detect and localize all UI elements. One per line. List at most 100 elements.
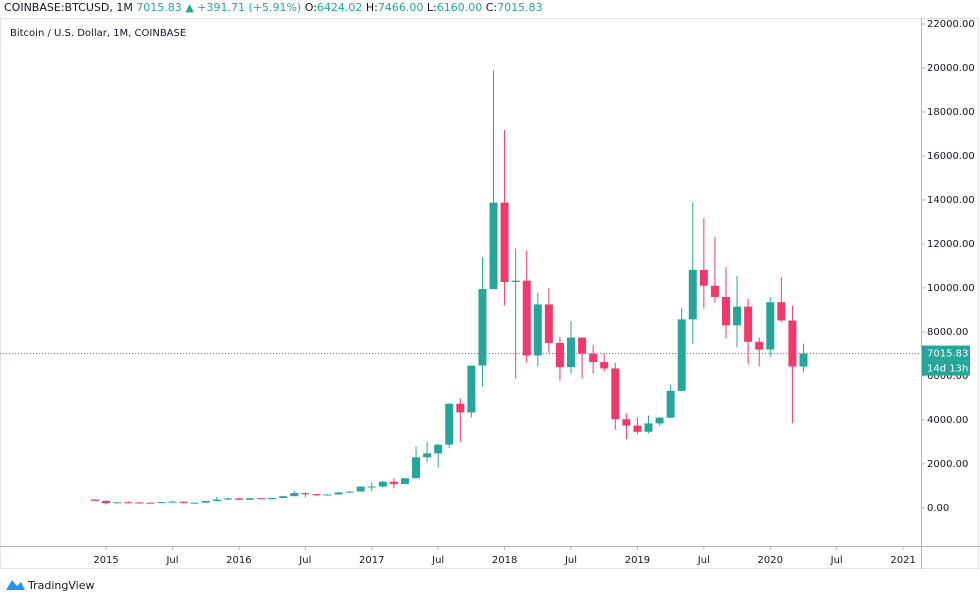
candle-body	[268, 498, 277, 500]
y-tick-label: 4000.00	[927, 415, 968, 426]
y-tick-label: 22000.00	[927, 19, 975, 30]
candle-body	[622, 419, 631, 426]
x-tick-label: 2016	[226, 555, 251, 566]
candle-body	[578, 337, 587, 354]
candle-body	[91, 499, 99, 501]
brand: TradingView	[27, 579, 94, 592]
candle-body	[456, 403, 465, 413]
candle-body	[245, 498, 254, 500]
x-tick-label: Jul	[165, 555, 178, 566]
candle-body	[688, 269, 697, 320]
candle-body	[522, 280, 531, 356]
candle-body	[301, 493, 310, 495]
candles	[91, 70, 808, 505]
candle-body	[445, 403, 454, 445]
candle-body	[788, 320, 797, 367]
x-tick-label: 2017	[359, 555, 384, 566]
candle-body	[389, 481, 398, 485]
value: 7015.83	[497, 1, 543, 14]
price-label-box	[922, 345, 970, 361]
value: 6160.00	[436, 1, 483, 14]
candle-body	[223, 498, 232, 500]
logo-icon	[6, 580, 25, 590]
last: 7015.83	[136, 1, 182, 14]
candle-body	[777, 302, 786, 321]
candle-body	[290, 493, 299, 497]
y-tick-label: 12000.00	[927, 239, 975, 250]
header: COINBASE:BTCUSD, 1M 7015.83 ▲ +391.71 (+…	[4, 0, 543, 16]
candle-body	[168, 501, 177, 503]
candle-body	[677, 319, 686, 391]
candle-body	[400, 478, 409, 485]
candle-body	[555, 342, 564, 368]
label: C:	[485, 1, 498, 14]
x-tick-label: 2019	[625, 555, 650, 566]
chart-title: Bitcoin / U.S. Dollar, 1M, COINBASE	[10, 28, 186, 39]
x-tick-label: Jul	[697, 555, 710, 566]
x-tick-label: 2015	[93, 555, 118, 566]
candle-body	[201, 500, 210, 503]
candle-body	[633, 425, 642, 432]
candle-body	[124, 502, 133, 504]
candle-body	[135, 502, 144, 504]
value: 7466.00	[377, 1, 424, 14]
candle-body	[279, 496, 288, 499]
candle-body	[356, 486, 365, 492]
candle-body	[412, 457, 421, 479]
price-label: 7015.83	[927, 349, 968, 360]
candle-body	[102, 500, 111, 504]
candle-body	[511, 280, 520, 282]
x-tick-label: Jul	[564, 555, 577, 566]
label: H:	[365, 1, 378, 14]
candle-body	[190, 502, 199, 504]
candle-body	[567, 337, 576, 368]
countdown-box	[922, 360, 970, 376]
candle-body	[544, 304, 553, 343]
label: O:	[304, 1, 317, 14]
x-tick-label: 2018	[492, 555, 517, 566]
x-tick-label: 2020	[758, 555, 783, 566]
y-tick-label: 0.00	[927, 503, 949, 514]
candle-body	[755, 341, 764, 350]
candle-body	[367, 486, 376, 488]
candle-body	[234, 498, 243, 500]
candle-body	[378, 481, 387, 487]
candle-body	[179, 501, 188, 503]
candle-body	[500, 202, 509, 282]
candle-body	[766, 302, 775, 350]
candle-body	[744, 306, 753, 342]
y-tick-label: 18000.00	[927, 107, 975, 118]
y-tick-label: 2000.00	[927, 459, 968, 470]
candle-body	[113, 502, 122, 504]
candle-body	[434, 444, 443, 454]
y-tick-label: 14000.00	[927, 195, 975, 206]
candle-body	[146, 502, 155, 504]
x-tick-label: Jul	[431, 555, 444, 566]
x-tick-label: 2021	[890, 555, 915, 566]
candle-body	[799, 353, 808, 367]
countdown: 14d 13h	[927, 364, 968, 375]
y-tick-label: 6000.00	[927, 371, 968, 382]
y-tick-label: 10000.00	[927, 283, 975, 294]
candle-body	[423, 453, 432, 458]
candle-body	[721, 296, 730, 326]
y-tick-label: 20000.00	[927, 63, 975, 74]
candle-body	[257, 498, 266, 500]
candle-body	[611, 368, 620, 420]
value: 6424.02	[316, 1, 363, 14]
candle-body	[533, 304, 542, 356]
candle-body	[478, 289, 487, 366]
candle-body	[655, 417, 664, 424]
candle-body	[644, 423, 653, 432]
candle-body	[323, 494, 332, 496]
frame	[0, 18, 979, 569]
y-tick-label: 8000.00	[927, 327, 968, 338]
candle-body	[157, 502, 166, 504]
candle-body	[212, 499, 221, 501]
x-tick-label: Jul	[830, 555, 843, 566]
candle-body	[467, 365, 476, 413]
y-tick-label: 16000.00	[927, 151, 975, 162]
candle-body	[733, 306, 742, 326]
